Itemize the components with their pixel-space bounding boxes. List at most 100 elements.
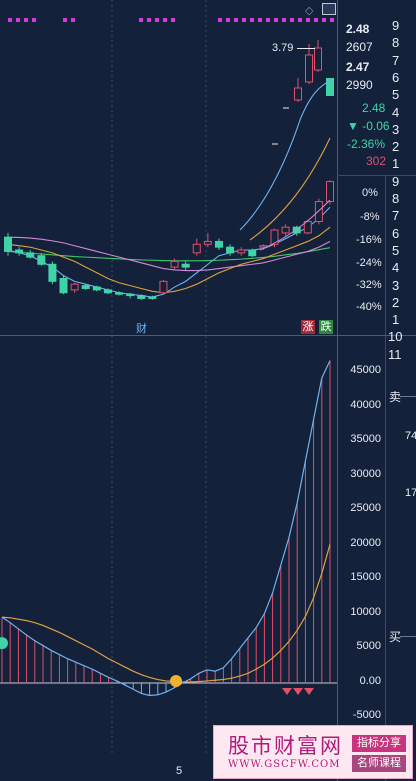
candle[interactable] bbox=[126, 292, 135, 299]
index-label-19: 11 bbox=[388, 346, 402, 362]
index-label-2: 7 bbox=[392, 52, 400, 68]
index-label-15: 3 bbox=[392, 277, 400, 293]
side-number-b: 17 bbox=[405, 487, 416, 499]
signal-dot bbox=[171, 18, 175, 22]
index-label-8: 1 bbox=[392, 156, 400, 172]
signal-dot bbox=[290, 18, 294, 22]
watermark-tag-2: 名师课程 bbox=[352, 755, 406, 772]
macd-chart[interactable] bbox=[0, 336, 337, 756]
signal-dot bbox=[163, 18, 167, 22]
candle-body bbox=[192, 243, 201, 254]
candle[interactable] bbox=[159, 279, 168, 295]
candle[interactable] bbox=[192, 238, 201, 256]
macd-axis-label-1: 40000 bbox=[350, 398, 381, 411]
macd-axis-label-3: 30000 bbox=[350, 467, 381, 480]
candle-body bbox=[59, 278, 68, 294]
candle-body bbox=[181, 263, 190, 268]
candle-body bbox=[26, 252, 35, 258]
pct-label-5: -40% bbox=[356, 301, 382, 313]
ma20-line bbox=[7, 236, 331, 272]
signal-dot bbox=[71, 18, 75, 22]
candle[interactable] bbox=[15, 247, 24, 256]
rise-marker[interactable]: 涨 bbox=[301, 320, 315, 334]
candle-body bbox=[4, 236, 12, 252]
candle-body bbox=[126, 293, 135, 297]
candle[interactable] bbox=[48, 261, 57, 285]
candle[interactable] bbox=[226, 244, 235, 256]
candle-body bbox=[214, 240, 223, 248]
candle[interactable] bbox=[292, 225, 301, 236]
candle[interactable] bbox=[148, 295, 157, 300]
signal-dot bbox=[32, 18, 36, 22]
diamond-signal-icon bbox=[304, 688, 314, 695]
pct-label-2: -16% bbox=[356, 234, 382, 246]
candle-body bbox=[70, 283, 79, 291]
price-label-4: 2990 bbox=[346, 78, 373, 92]
candle[interactable] bbox=[181, 261, 190, 270]
buy-divider bbox=[400, 636, 416, 637]
watermark-title: 股市财富网 bbox=[228, 734, 343, 758]
candle-body bbox=[159, 280, 168, 294]
candle-body bbox=[37, 255, 46, 265]
macd-axis-label-0: 45000 bbox=[350, 364, 381, 376]
macd-axis-label-4: 25000 bbox=[350, 502, 381, 514]
diamond-icon[interactable]: ◇ bbox=[305, 5, 314, 17]
signal-dot bbox=[8, 18, 12, 22]
macd-axis-label-8: 5000 bbox=[356, 640, 381, 652]
window-icon[interactable] bbox=[322, 3, 336, 15]
candle[interactable] bbox=[103, 288, 112, 295]
candle[interactable] bbox=[115, 291, 124, 296]
signal-dot bbox=[314, 18, 318, 22]
macd-axis-label-6: 15000 bbox=[350, 571, 381, 583]
sell-divider bbox=[400, 396, 416, 397]
signal-dot bbox=[250, 18, 254, 22]
macd-axis-label-9: 0.00 bbox=[359, 674, 381, 687]
finance-marker[interactable]: 财 bbox=[136, 323, 147, 335]
candle[interactable] bbox=[37, 252, 46, 266]
candle-body bbox=[103, 289, 112, 294]
candle[interactable] bbox=[248, 248, 257, 258]
index-label-12: 6 bbox=[392, 225, 400, 241]
candle[interactable] bbox=[170, 258, 179, 270]
candle[interactable] bbox=[281, 224, 290, 236]
candle[interactable] bbox=[214, 238, 223, 250]
candle-body bbox=[326, 181, 334, 203]
candle[interactable] bbox=[237, 247, 246, 256]
candle[interactable] bbox=[303, 220, 312, 235]
sell-label: 卖 bbox=[389, 390, 402, 404]
pct-label-4: -32% bbox=[356, 279, 382, 291]
candle-body bbox=[48, 263, 57, 282]
fall-marker[interactable]: 跌 bbox=[319, 320, 333, 334]
index-label-5: 4 bbox=[392, 104, 400, 120]
candle[interactable] bbox=[137, 294, 146, 300]
ma5-extension bbox=[239, 79, 333, 231]
macd-axis-label-2: 35000 bbox=[350, 433, 381, 445]
candle[interactable] bbox=[203, 232, 212, 248]
price-chart[interactable] bbox=[0, 0, 337, 335]
candle[interactable] bbox=[294, 78, 302, 102]
ma10-extension bbox=[249, 137, 331, 241]
candle-body bbox=[314, 47, 322, 71]
candle[interactable] bbox=[81, 284, 90, 290]
index-label-14: 4 bbox=[392, 260, 400, 276]
candle[interactable] bbox=[92, 285, 101, 292]
candle-body bbox=[281, 226, 290, 234]
candle[interactable] bbox=[270, 228, 279, 248]
last-candle[interactable] bbox=[326, 78, 334, 96]
candle[interactable] bbox=[70, 282, 79, 293]
pct-label-3: -24% bbox=[356, 257, 382, 269]
candle[interactable] bbox=[314, 40, 322, 72]
candle[interactable] bbox=[305, 44, 313, 84]
candle[interactable] bbox=[59, 275, 68, 295]
dif-line bbox=[1, 360, 331, 697]
macd-axis-label-10: -5000 bbox=[352, 709, 381, 721]
volume-label: 302 bbox=[366, 154, 387, 168]
candle-body bbox=[237, 249, 246, 254]
index-label-3: 6 bbox=[392, 69, 400, 85]
dead-cross-marker[interactable] bbox=[170, 675, 182, 687]
candle-body bbox=[115, 292, 124, 295]
candle[interactable] bbox=[26, 250, 35, 259]
candle[interactable] bbox=[4, 232, 12, 256]
golden-cross-marker[interactable] bbox=[0, 637, 8, 650]
